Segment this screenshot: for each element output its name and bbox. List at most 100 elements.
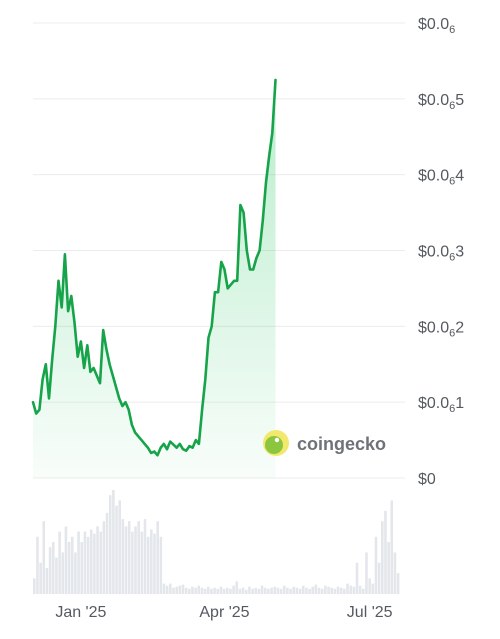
volume-bar bbox=[127, 521, 131, 594]
volume-bar bbox=[115, 505, 118, 594]
volume-bar bbox=[162, 583, 166, 594]
volume-bar bbox=[153, 533, 156, 594]
volume-bar bbox=[282, 585, 286, 594]
volume-bar bbox=[203, 588, 207, 594]
volume-bar bbox=[251, 588, 254, 594]
volume-bar bbox=[286, 587, 289, 594]
volume-bar bbox=[55, 557, 58, 594]
volume-bar bbox=[150, 529, 153, 594]
volume-bar bbox=[48, 547, 52, 594]
volume-bar bbox=[210, 588, 213, 594]
volume-bar bbox=[112, 490, 115, 594]
volume-bar bbox=[311, 586, 314, 594]
volume-bar bbox=[80, 542, 84, 594]
volume-bar bbox=[219, 586, 223, 594]
volume-bar bbox=[365, 552, 368, 594]
volume-bar bbox=[61, 552, 65, 594]
volume-bar bbox=[374, 536, 378, 594]
volume-bar bbox=[134, 526, 137, 594]
volume-bar bbox=[368, 578, 371, 594]
volume-bar bbox=[184, 587, 188, 594]
volume-bar bbox=[320, 588, 324, 594]
gecko-logo-body bbox=[265, 436, 283, 454]
volume-bar bbox=[343, 588, 346, 594]
volume-bar bbox=[279, 588, 283, 594]
volume-bar bbox=[121, 519, 125, 594]
y-tick-label: $0.063 bbox=[418, 244, 464, 264]
volume-bar bbox=[118, 500, 121, 594]
volume-bar bbox=[181, 584, 185, 594]
volume-bar bbox=[140, 531, 144, 594]
y-tick-label: $0.064 bbox=[418, 168, 464, 188]
volume-bar bbox=[124, 526, 128, 594]
volume-bar bbox=[346, 583, 349, 594]
volume-bar bbox=[339, 587, 343, 594]
volume-bar bbox=[289, 588, 292, 594]
volume-bar bbox=[263, 587, 267, 594]
volume-bar bbox=[260, 585, 264, 594]
volume-bar bbox=[146, 536, 150, 594]
volume-bar bbox=[131, 531, 134, 594]
volume-bar bbox=[235, 581, 239, 594]
y-tick-label: $0.06 bbox=[418, 16, 455, 36]
y-tick-label: $0.062 bbox=[418, 319, 464, 339]
price-area-fill bbox=[33, 79, 276, 479]
volume-bar bbox=[336, 586, 340, 594]
volume-bar bbox=[241, 587, 245, 594]
volume-bars bbox=[33, 490, 400, 594]
y-tick-label: $0 bbox=[418, 471, 436, 488]
y-axis-tick-labels: $0.06 $0.065 $0.064 $0.063 $0.062 $0.061 $0 bbox=[418, 16, 464, 488]
price-line bbox=[31, 78, 277, 457]
volume-bar bbox=[191, 586, 194, 594]
volume-bar bbox=[358, 585, 362, 594]
volume-bar bbox=[352, 586, 356, 594]
volume-bar bbox=[159, 536, 163, 594]
volume-bar bbox=[314, 584, 318, 594]
x-tick-label: Apr '25 bbox=[199, 604, 249, 621]
volume-bar bbox=[96, 526, 99, 594]
volume-bar bbox=[64, 526, 68, 594]
volume-bar bbox=[324, 585, 327, 594]
volume-bar bbox=[317, 587, 321, 594]
volume-bar bbox=[276, 587, 280, 594]
volume-bar bbox=[248, 586, 251, 594]
volume-bar bbox=[175, 586, 178, 594]
volume-bar bbox=[387, 542, 390, 594]
coingecko-watermark: coingecko bbox=[263, 430, 386, 456]
volume-bar bbox=[188, 588, 191, 594]
volume-bar bbox=[77, 531, 80, 594]
volume-bar bbox=[39, 562, 42, 594]
volume-bar bbox=[169, 583, 172, 594]
volume-bar bbox=[89, 529, 93, 594]
volume-bar bbox=[270, 587, 273, 594]
volume-bar bbox=[165, 585, 169, 594]
volume-bar bbox=[292, 586, 295, 594]
volume-bar bbox=[267, 588, 270, 594]
volume-bar bbox=[45, 568, 49, 594]
y-tick-label: $0.061 bbox=[418, 395, 464, 415]
volume-bar bbox=[244, 589, 248, 594]
volume-bar bbox=[178, 585, 182, 594]
volume-bar bbox=[207, 586, 210, 594]
volume-bar bbox=[305, 587, 308, 594]
volume-bar bbox=[102, 521, 106, 594]
volume-bar bbox=[273, 586, 277, 594]
volume-bar bbox=[381, 521, 384, 594]
volume-bar bbox=[108, 495, 112, 594]
volume-bar bbox=[156, 521, 159, 594]
volume-bar bbox=[225, 587, 229, 594]
volume-bar bbox=[229, 588, 232, 594]
volume-bar bbox=[301, 585, 305, 594]
volume-bar bbox=[42, 521, 46, 594]
volume-bar bbox=[105, 512, 109, 594]
volume-bar bbox=[349, 585, 352, 594]
x-tick-label: Jul '25 bbox=[347, 604, 393, 621]
volume-bar bbox=[213, 587, 216, 594]
volume-bar bbox=[67, 542, 71, 594]
volume-bar bbox=[254, 587, 258, 594]
volume-bar bbox=[327, 586, 330, 594]
volume-bar bbox=[222, 588, 226, 594]
volume-bar bbox=[197, 585, 201, 594]
